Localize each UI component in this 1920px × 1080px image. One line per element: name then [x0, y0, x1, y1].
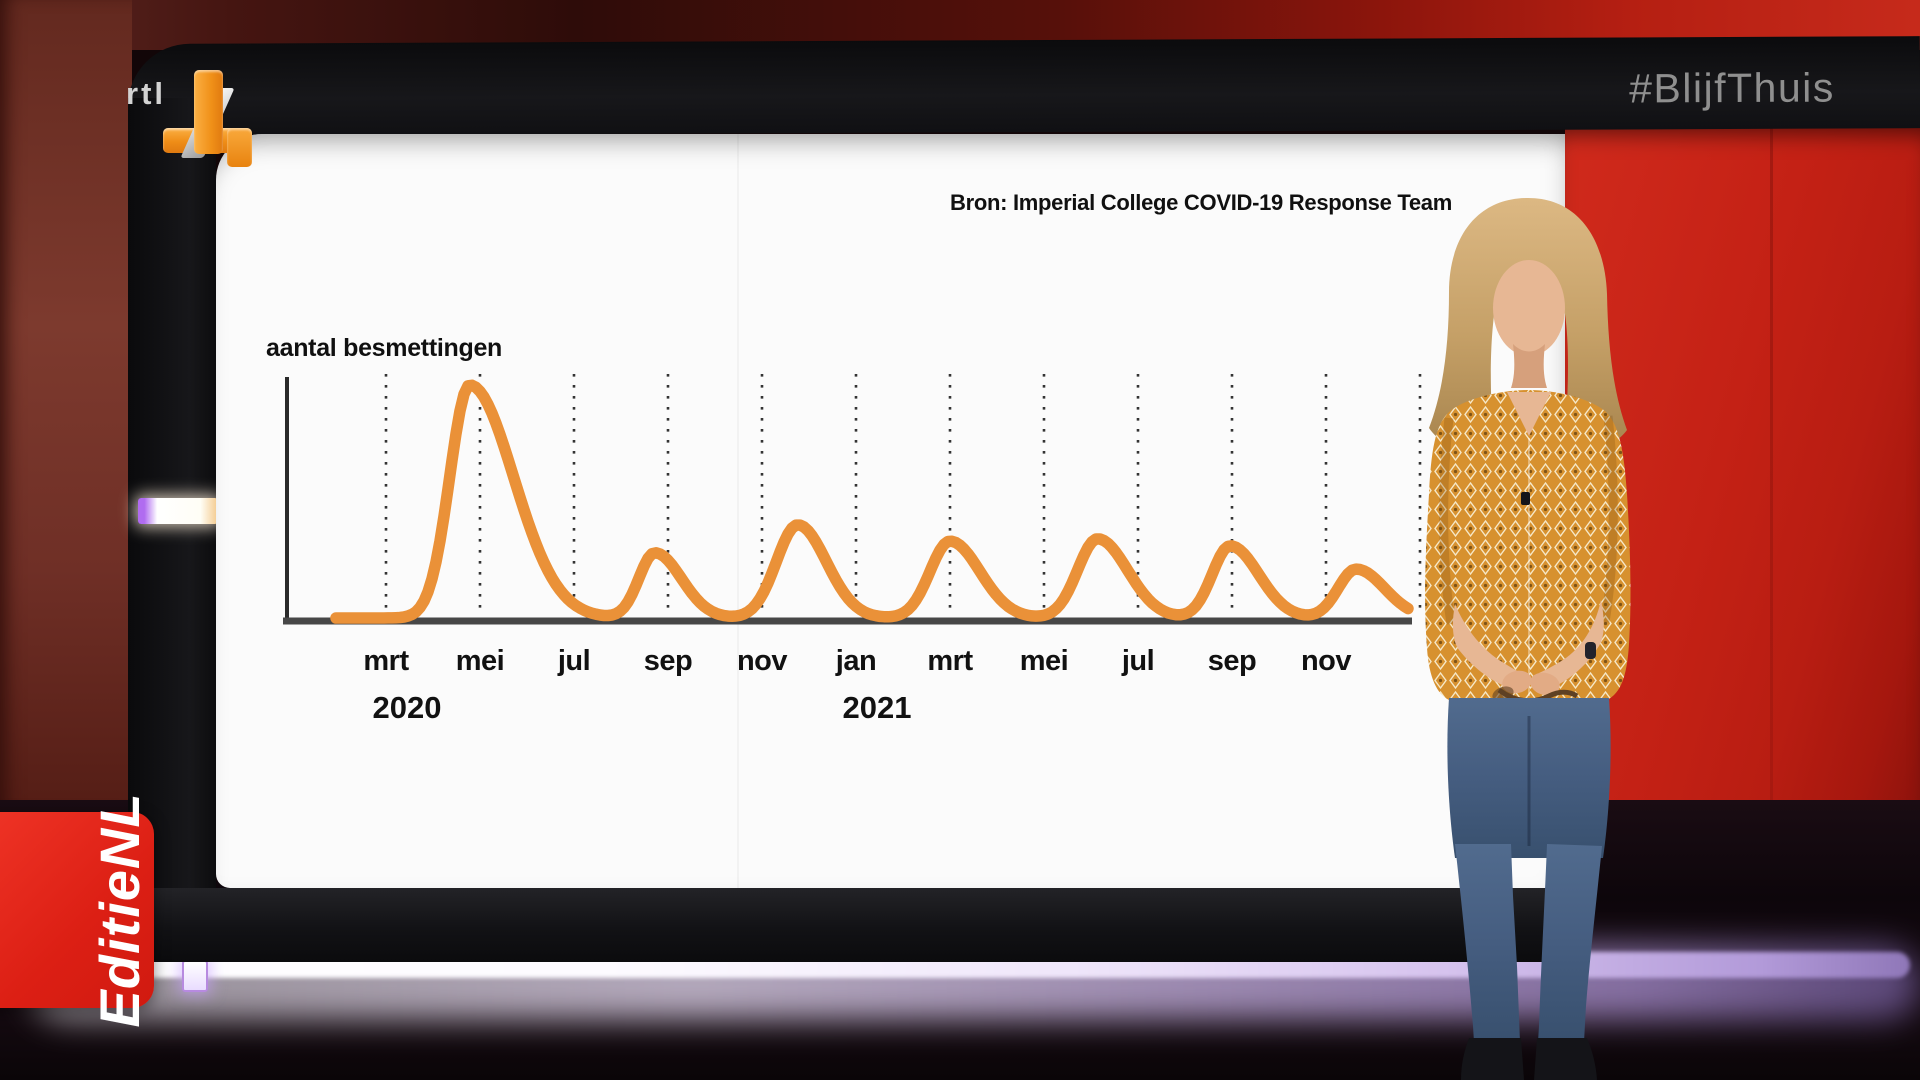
x-tick-label: nov: [736, 645, 788, 677]
screen-bottom-bezel: [128, 888, 1565, 962]
blouse-sleeve-shade-right: [1600, 415, 1618, 623]
x-tick-label: nov: [1300, 645, 1352, 677]
hashtag-text: #BlijfThuis: [1629, 64, 1835, 112]
presenter-blouse: [1425, 390, 1631, 700]
x-tick-label: mei: [455, 645, 505, 677]
presenter-forearm-right: [1539, 600, 1604, 690]
clip-microphone-icon: [1521, 492, 1530, 505]
blouse-vneck: [1507, 392, 1551, 436]
screen-top-bezel: #BlijfThuis: [127, 36, 1920, 136]
presenter-hand-right: [1530, 672, 1560, 696]
x-tick-label: jul: [1121, 645, 1155, 677]
rtl4-logo-foot: [227, 128, 252, 167]
presenter-boot-right: [1534, 1038, 1597, 1080]
rtl-logo-text: rtl: [126, 76, 166, 111]
presenter-forearm-left: [1452, 604, 1521, 690]
x-tick-label: mrt: [927, 645, 973, 677]
bezel-light-slit: [138, 498, 218, 524]
x-tick-label: sep: [1207, 645, 1257, 677]
red-panel-fold: [1770, 128, 1773, 822]
x-tick-label: jul: [557, 645, 591, 677]
screen-left-bezel: [128, 98, 216, 890]
held-glasses: [1497, 687, 1579, 704]
presenter-neck: [1511, 344, 1547, 388]
held-glasses-lens: [1492, 686, 1514, 702]
video-wall-seam: [737, 134, 739, 888]
presenter-hair: [1429, 198, 1627, 448]
video-wall-screen: [216, 134, 1565, 888]
wristwatch: [1585, 642, 1596, 659]
presenter-leg-right: [1538, 844, 1602, 1042]
presenter-leg-left: [1455, 844, 1520, 1042]
x-year-label: 2020: [372, 690, 442, 725]
presenter-face: [1493, 260, 1565, 356]
presenter-boot-left: [1461, 1038, 1524, 1080]
chart-source: Bron: Imperial College COVID-19 Response…: [950, 190, 1452, 215]
y-axis-label: aantal besmettingen: [266, 334, 503, 362]
presenter: [1425, 198, 1631, 1080]
rtl4-logo-stem: [194, 70, 223, 154]
x-tick-label: mrt: [363, 645, 409, 677]
background-left-column: [0, 0, 132, 814]
distant-monitor-light: [182, 960, 208, 992]
x-tick-label: mei: [1019, 645, 1069, 677]
program-banner-text: EditieNL: [88, 792, 151, 1028]
x-tick-label: sep: [643, 645, 693, 677]
blouse-sleeve-shade-left: [1439, 417, 1456, 625]
program-banner: EditieNL: [0, 792, 154, 1028]
x-year-label: 2021: [842, 690, 912, 725]
x-tick-label: jan: [835, 645, 877, 677]
presenter-jeans-hips: [1447, 698, 1611, 858]
